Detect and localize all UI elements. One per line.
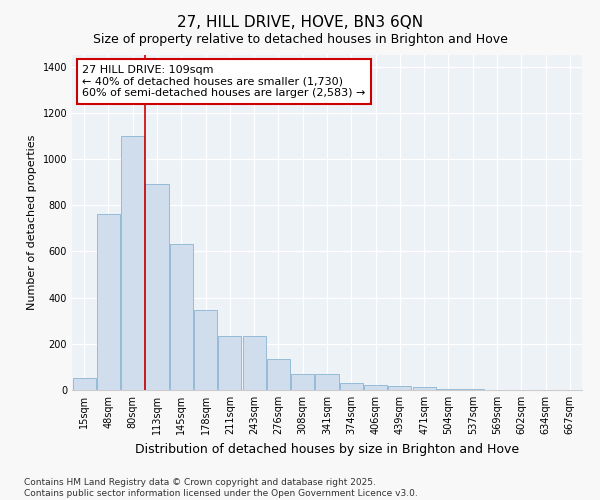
X-axis label: Distribution of detached houses by size in Brighton and Hove: Distribution of detached houses by size … <box>135 442 519 456</box>
Bar <box>121 136 144 390</box>
Text: Size of property relative to detached houses in Brighton and Hove: Size of property relative to detached ho… <box>92 32 508 46</box>
Y-axis label: Number of detached properties: Number of detached properties <box>27 135 37 310</box>
Bar <box>73 378 95 390</box>
Bar <box>145 184 169 390</box>
Bar <box>194 310 217 390</box>
Bar <box>218 336 241 390</box>
Bar <box>364 386 387 390</box>
Bar <box>97 214 120 390</box>
Bar <box>437 389 460 390</box>
Bar <box>388 386 412 390</box>
Bar <box>242 336 266 390</box>
Bar <box>413 387 436 390</box>
Bar <box>316 374 338 390</box>
Bar <box>340 383 363 390</box>
Bar <box>267 359 290 390</box>
Text: 27, HILL DRIVE, HOVE, BN3 6QN: 27, HILL DRIVE, HOVE, BN3 6QN <box>177 15 423 30</box>
Text: 27 HILL DRIVE: 109sqm
← 40% of detached houses are smaller (1,730)
60% of semi-d: 27 HILL DRIVE: 109sqm ← 40% of detached … <box>82 65 365 98</box>
Bar <box>170 244 193 390</box>
Text: Contains HM Land Registry data © Crown copyright and database right 2025.
Contai: Contains HM Land Registry data © Crown c… <box>24 478 418 498</box>
Bar <box>291 374 314 390</box>
